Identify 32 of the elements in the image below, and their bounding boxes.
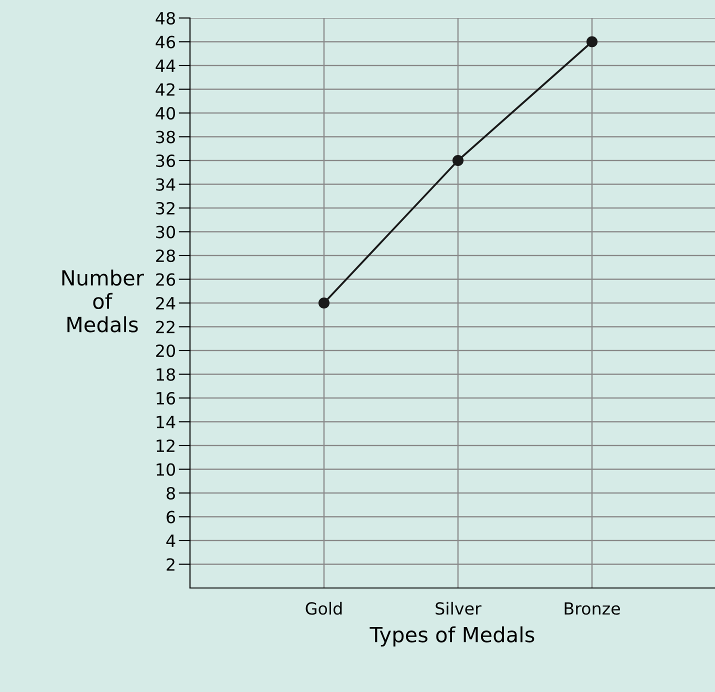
y-tick-label: 20: [156, 344, 176, 358]
y-tick-label: 18: [156, 368, 175, 381]
y-tick-label: 36: [156, 154, 176, 168]
y-tick-label: 34: [156, 178, 176, 191]
y-tick-label: 30: [156, 226, 176, 238]
y-tick-label: 24: [156, 296, 176, 310]
y-tick-label: 22: [156, 320, 174, 334]
x-axis-title: Types of Medals: [370, 626, 534, 647]
y-tick-label: 8: [166, 486, 175, 500]
y-tick-label: 42: [156, 83, 174, 96]
y-tick-label: 28: [156, 249, 175, 262]
y-tick-label: 26: [156, 273, 176, 286]
y-tick-label: 14: [156, 416, 176, 428]
y-tick-label: 2: [166, 558, 174, 571]
point: [452, 154, 464, 166]
point: [586, 36, 598, 48]
x-tick-label: Gold: [306, 602, 342, 615]
y-tick-label: 40: [156, 106, 176, 120]
x-tick-label: Silver: [436, 602, 482, 615]
y-tick-label: 6: [166, 510, 176, 524]
y-tick-label: 4: [166, 534, 176, 547]
y-tick-label: 48: [156, 12, 175, 25]
y-tick-label: 32: [156, 202, 174, 215]
point: [318, 297, 330, 309]
y-axis-title: Number of Medals: [62, 270, 144, 332]
y-tick-label: 44: [156, 60, 176, 72]
x-tick-label: Bronze: [564, 602, 620, 615]
y-tick-label: 12: [156, 439, 174, 452]
y-tick-label: 16: [156, 392, 176, 405]
y-tick-label: 46: [156, 36, 176, 48]
y-tick-label: 10: [156, 463, 176, 476]
y-tick-label: 38: [156, 130, 175, 144]
